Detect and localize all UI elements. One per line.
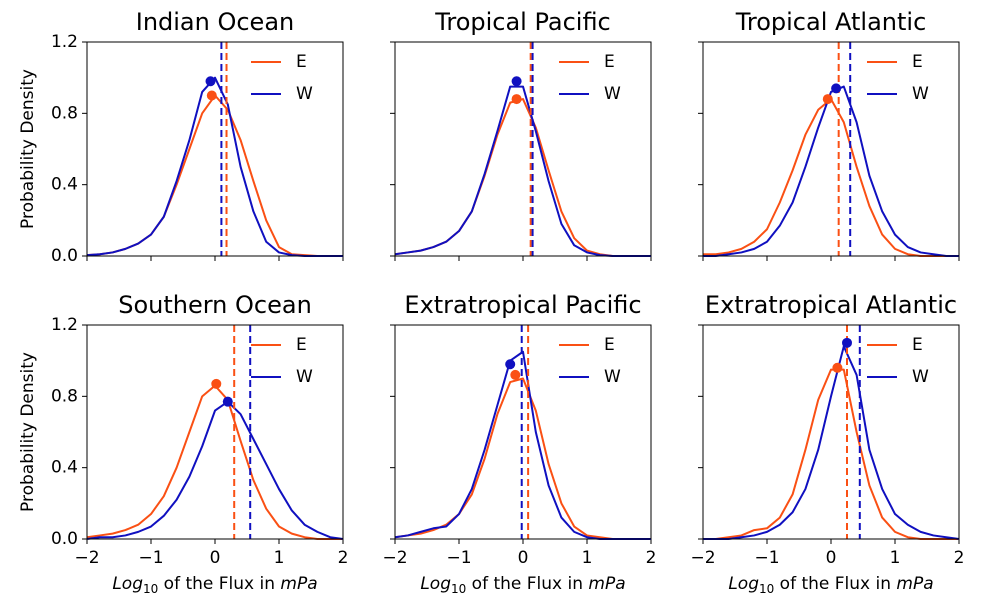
plot-frame <box>86 324 344 540</box>
series-line <box>394 377 651 540</box>
x-tick-label: 0 <box>210 548 221 568</box>
x-tick-label: 2 <box>954 548 965 568</box>
series-line <box>703 85 959 257</box>
y-tick-label: 0.4 <box>51 458 78 478</box>
series-line <box>86 400 344 540</box>
x-tick-label: −2 <box>382 548 407 568</box>
x-label-rest: of the Flux in <box>158 574 280 594</box>
x-tick-label: 1 <box>890 548 901 568</box>
y-tick-label: 0.8 <box>51 103 78 123</box>
peak-marker <box>211 378 222 389</box>
x-label-unit: mPa <box>588 574 625 594</box>
x-tick-label: 1 <box>582 548 593 568</box>
series-line <box>394 98 651 257</box>
panel-title: Indian Ocean <box>136 8 295 36</box>
x-label-base: Log <box>420 574 451 594</box>
legend-label: E <box>912 335 923 355</box>
x-tick-label: 0 <box>826 548 837 568</box>
x-label-sub: 10 <box>451 582 466 596</box>
x-label-unit: mPa <box>280 574 317 594</box>
series-line <box>703 368 959 540</box>
peak-marker <box>222 396 233 407</box>
x-tick-label: −2 <box>690 548 715 568</box>
legend-label: W <box>604 84 621 104</box>
panel-title: Extratropical Pacific <box>404 291 641 319</box>
x-label-base: Log <box>728 574 759 594</box>
x-tick-label: −1 <box>138 548 163 568</box>
plot-frame <box>394 324 652 540</box>
peak-marker <box>511 76 522 87</box>
peak-marker <box>822 94 833 105</box>
x-tick-label: 1 <box>274 548 285 568</box>
y-axis-label: Probability Density <box>18 352 38 512</box>
legend-label: E <box>604 335 615 355</box>
x-tick-label: 2 <box>338 548 349 568</box>
y-tick-label: 1.2 <box>51 32 78 52</box>
x-label-sub: 10 <box>143 582 158 596</box>
peak-marker <box>510 369 521 380</box>
x-axis-label: Log10 of the Flux in mPa <box>420 574 625 595</box>
x-tick-label: 2 <box>646 548 657 568</box>
legend-label: E <box>296 335 307 355</box>
panel-title: Southern Ocean <box>118 291 312 319</box>
panel-title: Extratropical Atlantic <box>705 291 957 319</box>
series-line <box>703 345 960 540</box>
peak-marker <box>505 359 516 370</box>
y-tick-label: 0.0 <box>51 529 78 549</box>
series-line <box>86 94 343 257</box>
peak-marker <box>205 76 216 87</box>
y-tick-label: 0.0 <box>51 246 78 266</box>
legend-label: W <box>912 367 929 387</box>
series-line <box>703 98 959 257</box>
peak-marker <box>206 90 217 101</box>
legend-label: E <box>912 52 923 72</box>
legend-label: E <box>604 52 615 72</box>
y-axis-label: Probability Density <box>18 69 38 229</box>
legend-label: W <box>296 367 313 387</box>
series-line <box>86 384 343 540</box>
legend-label: W <box>604 367 621 387</box>
peak-marker <box>511 94 522 105</box>
plot-frame <box>702 324 960 540</box>
series-line <box>86 76 343 257</box>
x-label-unit: mPa <box>896 574 933 594</box>
x-label-base: Log <box>112 574 143 594</box>
y-tick-label: 0.8 <box>51 386 78 406</box>
x-label-rest: of the Flux in <box>774 574 896 594</box>
legend-label: W <box>296 84 313 104</box>
plot-frame <box>702 41 960 257</box>
y-tick-label: 0.4 <box>51 175 78 195</box>
x-tick-label: −2 <box>74 548 99 568</box>
legend-label: E <box>296 52 307 72</box>
plot-frame <box>86 41 344 257</box>
series-line <box>394 85 651 257</box>
peak-marker <box>842 337 852 348</box>
x-tick-label: 0 <box>518 548 529 568</box>
legend-label: W <box>912 84 929 104</box>
peak-marker <box>831 83 842 94</box>
x-tick-label: −1 <box>446 548 471 568</box>
y-tick-label: 1.2 <box>51 315 78 335</box>
x-label-rest: of the Flux in <box>466 574 588 594</box>
panel-title: Tropical Atlantic <box>735 8 927 36</box>
x-label-sub: 10 <box>759 582 774 596</box>
x-axis-label: Log10 of the Flux in mPa <box>112 574 317 595</box>
x-axis-label: Log10 of the Flux in mPa <box>728 574 933 595</box>
peak-marker <box>832 362 843 373</box>
panel-title: Tropical Pacific <box>434 8 611 36</box>
x-tick-label: −1 <box>754 548 779 568</box>
plot-frame <box>394 41 652 257</box>
